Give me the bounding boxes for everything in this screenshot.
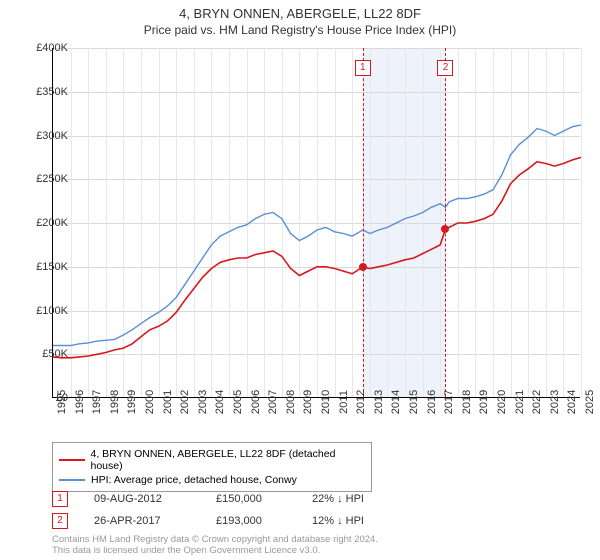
- x-axis-tick-label: 2024: [566, 390, 578, 414]
- x-axis-tick-label: 2023: [549, 390, 561, 414]
- legend-label: HPI: Average price, detached house, Conw…: [91, 474, 297, 486]
- sale-row-price: £193,000: [216, 515, 286, 527]
- sale-row-marker: 2: [52, 513, 68, 529]
- series-legend: 4, BRYN ONNEN, ABERGELE, LL22 8DF (detac…: [52, 442, 372, 492]
- x-axis-tick-label: 2003: [197, 390, 209, 414]
- y-axis-tick-label: £250K: [36, 173, 68, 185]
- x-axis-tick-label: 2010: [320, 390, 332, 414]
- sale-row-diff: 12% ↓ HPI: [312, 515, 402, 527]
- sale-row-diff: 22% ↓ HPI: [312, 493, 402, 505]
- y-axis-tick-label: £100K: [36, 305, 68, 317]
- x-axis-tick-label: 2021: [514, 390, 526, 414]
- series-line: [53, 157, 581, 357]
- x-axis-tick-label: 2020: [496, 390, 508, 414]
- sale-marker-label: 1: [355, 60, 371, 76]
- legend-swatch: [59, 459, 85, 461]
- sale-row-marker: 1: [52, 491, 68, 507]
- x-axis-tick-label: 2002: [179, 390, 191, 414]
- y-axis-tick-label: £150K: [36, 261, 68, 273]
- x-axis-tick-label: 2011: [338, 390, 350, 414]
- legend-row: 4, BRYN ONNEN, ABERGELE, LL22 8DF (detac…: [59, 447, 365, 473]
- x-axis-tick-label: 1996: [74, 390, 86, 414]
- footer-line-1: Contains HM Land Registry data © Crown c…: [52, 534, 378, 545]
- plot-area: 12: [52, 48, 580, 398]
- chart-container: { "titles": { "line1": "4, BRYN ONNEN, A…: [0, 0, 600, 560]
- sale-marker-dot: [441, 225, 449, 233]
- x-axis-tick-label: 2009: [302, 390, 314, 414]
- x-axis-tick-label: 1997: [91, 390, 103, 414]
- sale-marker-label: 2: [437, 60, 453, 76]
- x-axis-tick-label: 2015: [408, 390, 420, 414]
- y-axis-tick-label: £50K: [42, 348, 68, 360]
- y-axis-tick-label: £400K: [36, 42, 68, 54]
- chart-subtitle: Price paid vs. HM Land Registry's House …: [0, 23, 600, 37]
- legend-row: HPI: Average price, detached house, Conw…: [59, 473, 365, 487]
- sale-row-date: 26-APR-2017: [94, 515, 190, 527]
- y-axis-tick-label: £200K: [36, 217, 68, 229]
- y-axis-tick-label: £350K: [36, 86, 68, 98]
- x-axis-tick-label: 2000: [144, 390, 156, 414]
- x-axis-tick-label: 2007: [267, 390, 279, 414]
- x-axis-tick-label: 2012: [355, 390, 367, 414]
- chart-title: 4, BRYN ONNEN, ABERGELE, LL22 8DF: [0, 6, 600, 21]
- x-axis-tick-label: 2019: [478, 390, 490, 414]
- x-axis-tick-label: 2006: [250, 390, 262, 414]
- x-axis-tick-label: 2025: [584, 390, 596, 414]
- sale-marker-line: [445, 48, 446, 397]
- chart-svg: [53, 48, 580, 397]
- y-axis-tick-label: £300K: [36, 130, 68, 142]
- x-axis-tick-label: 2004: [214, 390, 226, 414]
- sale-row-date: 09-AUG-2012: [94, 493, 190, 505]
- legend-label: 4, BRYN ONNEN, ABERGELE, LL22 8DF (detac…: [91, 448, 366, 472]
- legend-swatch: [59, 479, 85, 481]
- gridline-v: [581, 48, 582, 397]
- sale-row: 1 09-AUG-2012 £150,000 22% ↓ HPI: [52, 488, 402, 510]
- x-axis-tick-label: 2008: [285, 390, 297, 414]
- series-line: [53, 125, 581, 346]
- sale-marker-line: [363, 48, 364, 397]
- x-axis-tick-label: 2016: [426, 390, 438, 414]
- sale-row: 2 26-APR-2017 £193,000 12% ↓ HPI: [52, 510, 402, 532]
- sales-table: 1 09-AUG-2012 £150,000 22% ↓ HPI 2 26-APR-201…: [52, 488, 402, 532]
- sale-marker-dot: [359, 263, 367, 271]
- x-axis-tick-label: 2022: [531, 390, 543, 414]
- x-axis-tick-label: 2014: [390, 390, 402, 414]
- x-axis-tick-label: 2017: [443, 390, 455, 414]
- footer-line-2: This data is licensed under the Open Gov…: [52, 545, 378, 556]
- x-axis-tick-label: 1995: [56, 390, 68, 414]
- x-axis-tick-label: 2005: [232, 390, 244, 414]
- title-block: 4, BRYN ONNEN, ABERGELE, LL22 8DF Price …: [0, 0, 600, 37]
- x-axis-tick-label: 1999: [126, 390, 138, 414]
- x-axis-tick-label: 2018: [461, 390, 473, 414]
- x-axis-tick-label: 2013: [373, 390, 385, 414]
- footer-attribution: Contains HM Land Registry data © Crown c…: [52, 534, 378, 557]
- x-axis-tick-label: 2001: [162, 390, 174, 414]
- sale-row-price: £150,000: [216, 493, 286, 505]
- x-axis-tick-label: 1998: [109, 390, 121, 414]
